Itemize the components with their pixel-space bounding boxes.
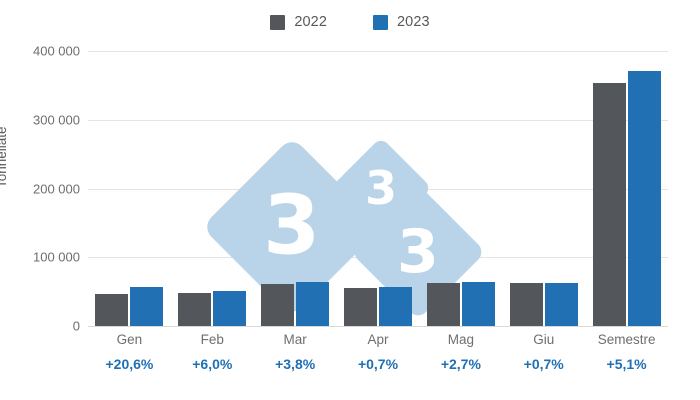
delta-label-mag: +2,7%: [440, 356, 481, 372]
y-axis-tick-label: 0: [72, 318, 80, 334]
bar-group: [254, 51, 337, 326]
bar-2023-feb[interactable]: [213, 291, 247, 326]
bar-group: [88, 51, 171, 326]
y-axis-tick-label: 200 000: [33, 181, 80, 196]
bar-2022-gen[interactable]: [95, 294, 129, 326]
y-axis-tick-label: 100 000: [33, 249, 80, 265]
bar-group: [502, 51, 585, 326]
bar-2023-gen[interactable]: [130, 287, 164, 326]
bar-2022-apr[interactable]: [344, 287, 377, 326]
bar-2022-semestre[interactable]: [592, 83, 626, 326]
gridline: [88, 51, 668, 52]
delta-label-apr: +0,7%: [357, 356, 399, 372]
chart-legend: 2022 2023: [0, 14, 700, 30]
category-column: Mag +2,7%: [419, 330, 502, 375]
y-axis-tick-label: 400 000: [33, 43, 80, 59]
category-column: Mar +3,8%: [254, 330, 337, 375]
category-label-mar: Mar: [283, 332, 307, 347]
legend-label-2023: 2023: [397, 14, 430, 30]
bar-group: [171, 51, 254, 326]
category-label-feb: Feb: [200, 332, 224, 347]
delta-label-feb: +6,0%: [192, 356, 233, 372]
delta-label-mar: +3,8%: [275, 356, 316, 372]
category-column: Giu +0,7%: [502, 330, 585, 375]
legend-swatch-2022: [270, 14, 286, 30]
bar-group: [585, 51, 668, 326]
legend-label-2022: 2022: [294, 14, 327, 30]
delta-label-giu: +0,7%: [523, 356, 564, 372]
category-column: Apr +0,7%: [337, 330, 420, 375]
bar-groups: [88, 51, 668, 326]
bar-group: [419, 51, 502, 326]
delta-label-semestre: +5,1%: [606, 356, 647, 372]
gridline: [88, 119, 668, 121]
bar-2022-feb[interactable]: [178, 293, 212, 326]
bar-2023-semestre[interactable]: [627, 70, 661, 326]
bar-2023-apr[interactable]: [379, 287, 412, 326]
delta-label-gen: +20,6%: [105, 356, 154, 372]
legend-item-2023[interactable]: 2023: [373, 14, 430, 30]
x-axis-baseline: [88, 326, 668, 327]
legend-swatch-2023: [373, 14, 388, 30]
category-column: Gen +20,6%: [88, 330, 171, 375]
category-label-semestre: Semestre: [597, 332, 656, 347]
bar-2022-mag[interactable]: [426, 283, 460, 326]
category-column: Feb +6,0%: [171, 330, 254, 375]
category-label-mag: Mag: [447, 332, 474, 347]
category-label-apr: Apr: [367, 332, 389, 347]
category-label-giu: Giu: [533, 332, 555, 347]
bar-2022-giu[interactable]: [509, 283, 543, 326]
bar-2023-mar[interactable]: [296, 282, 330, 326]
legend-item-2022[interactable]: 2022: [270, 14, 327, 30]
bar-2023-mag[interactable]: [461, 282, 495, 326]
category-column: Semestre +5,1%: [585, 330, 668, 375]
category-label-gen: Gen: [116, 332, 143, 347]
x-axis-categories: Gen +20,6% Feb +6,0% Mar +3,8% Apr +0,7% Mag +2,7…: [88, 330, 668, 375]
y-axis-tick-label: 300 000: [33, 112, 80, 128]
bar-group: [337, 51, 420, 326]
bar-2022-mar[interactable]: [261, 284, 295, 326]
bar-2023-giu[interactable]: [544, 282, 578, 326]
